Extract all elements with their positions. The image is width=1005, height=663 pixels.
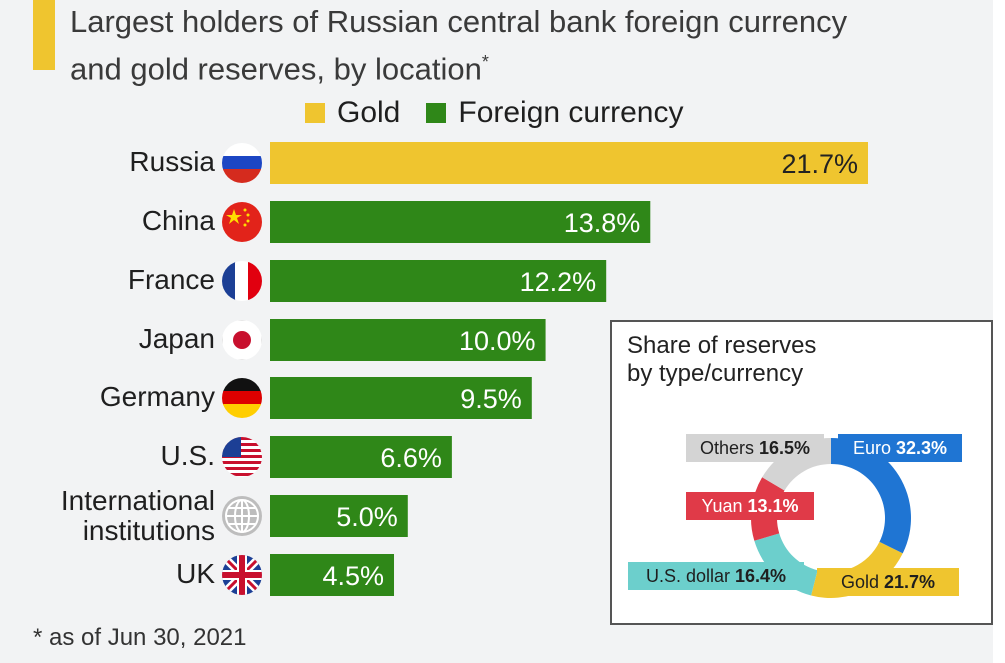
category-label-4: Germany bbox=[99, 381, 215, 412]
bar-value-label-0: 21.7% bbox=[781, 149, 858, 179]
category-label-2: France bbox=[127, 264, 215, 295]
germany-flag-icon bbox=[222, 378, 262, 418]
donut-title-line-2: by type/currency bbox=[627, 360, 804, 387]
china-flag-icon bbox=[222, 202, 262, 242]
bar-value-label-4: 9.5% bbox=[460, 384, 522, 414]
title-footnote-mark: * bbox=[481, 52, 489, 72]
bar-6 bbox=[270, 495, 408, 537]
legend: Gold Foreign currency bbox=[305, 96, 709, 130]
bar-2 bbox=[270, 260, 607, 302]
svg-text:Gold 21.7%: Gold 21.7% bbox=[841, 572, 935, 592]
footnote: * as of Jun 30, 2021 bbox=[33, 624, 247, 651]
donut-label-u-s-dollar: U.S. dollar 16.4% bbox=[628, 562, 804, 590]
bar-value-label-6: 5.0% bbox=[336, 502, 398, 532]
title-line-1: Largest holders of Russian central bank … bbox=[70, 4, 848, 39]
page-right-edge bbox=[993, 0, 1005, 663]
svg-text:Yuan 13.1%: Yuan 13.1% bbox=[701, 496, 798, 516]
donut-chart-title: Share of reserves by type/currency bbox=[627, 332, 816, 388]
donut-label-euro: Euro 32.3% bbox=[838, 434, 962, 462]
title-line-2: and gold reserves, by location bbox=[70, 51, 482, 87]
legend-label-foreign-currency: Foreign currency bbox=[458, 96, 684, 129]
category-label-7: UK bbox=[176, 558, 215, 589]
category-label-0: Russia bbox=[129, 146, 215, 177]
reserves-share-panel: Share of reserves by type/currency Other… bbox=[610, 320, 993, 625]
bar-1 bbox=[270, 201, 651, 243]
bar-value-label-2: 12.2% bbox=[520, 267, 597, 297]
bar-3 bbox=[270, 319, 546, 361]
legend-label-gold: Gold bbox=[337, 96, 401, 129]
legend-item-foreign-currency: Foreign currency bbox=[426, 96, 683, 130]
uk-flag-icon bbox=[222, 555, 262, 595]
bar-value-label-5: 6.6% bbox=[380, 443, 442, 473]
bar-0 bbox=[270, 142, 868, 184]
russia-flag-icon bbox=[222, 143, 262, 183]
bar-4 bbox=[270, 377, 532, 419]
donut-label-yuan: Yuan 13.1% bbox=[686, 492, 814, 520]
category-label-6: International institutions bbox=[60, 485, 215, 546]
category-label-1: China bbox=[141, 205, 215, 236]
japan-flag-icon bbox=[222, 320, 262, 360]
chart-title: Largest holders of Russian central bank … bbox=[70, 2, 970, 89]
donut-label-gold: Gold 21.7% bbox=[817, 568, 959, 596]
legend-swatch-foreign-currency bbox=[426, 103, 447, 123]
donut-label-others: Others 16.5% bbox=[686, 434, 824, 462]
bar-value-label-7: 4.5% bbox=[322, 561, 384, 591]
bar-value-label-1: 13.8% bbox=[564, 208, 641, 238]
svg-text:U.S. dollar 16.4%: U.S. dollar 16.4% bbox=[646, 566, 786, 586]
globe-icon bbox=[222, 496, 262, 536]
legend-swatch-gold bbox=[305, 103, 325, 123]
legend-item-gold: Gold bbox=[305, 96, 400, 130]
category-label-5: U.S. bbox=[160, 440, 215, 471]
title-accent-bar bbox=[33, 0, 55, 70]
bar-value-label-3: 10.0% bbox=[459, 326, 536, 356]
donut-title-line-1: Share of reserves bbox=[627, 332, 817, 359]
donut-chart: Others 16.5% Euro 32.3% Yuan 13.1% U.S. dol… bbox=[628, 434, 962, 598]
bar-5 bbox=[270, 436, 452, 478]
france-flag-icon bbox=[222, 261, 262, 301]
svg-text:Others 16.5%: Others 16.5% bbox=[700, 438, 810, 458]
bar-7 bbox=[270, 554, 395, 596]
us-flag-icon bbox=[222, 437, 262, 477]
donut-slice-euro bbox=[831, 438, 911, 554]
svg-text:Euro 32.3%: Euro 32.3% bbox=[853, 438, 947, 458]
category-label-3: Japan bbox=[138, 323, 215, 354]
